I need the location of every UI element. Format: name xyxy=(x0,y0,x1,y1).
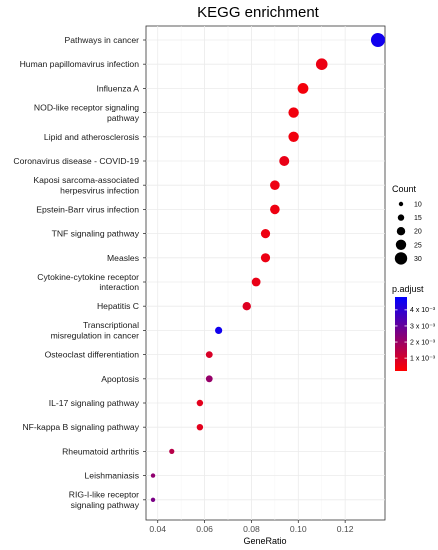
category-label: Lipid and atherosclerosis xyxy=(44,132,139,142)
x-axis: 0.04 0.06 0.08 0.10 0.12 xyxy=(149,520,354,534)
data-point xyxy=(196,424,204,431)
data-point xyxy=(297,83,309,94)
category-label: Influenza A xyxy=(96,83,139,93)
category-label: NF-kappa B signaling pathway xyxy=(22,422,139,432)
count-legend-dot xyxy=(395,239,407,250)
x-tick-label: 0.06 xyxy=(196,524,213,534)
category-label: TNF signaling pathway xyxy=(52,229,140,239)
category-label: Osteoclast differentiation xyxy=(45,350,140,360)
category-label: Leishmaniasis xyxy=(85,471,139,481)
plot-panel xyxy=(145,25,386,521)
count-legend-label: 30 xyxy=(414,256,422,263)
padjust-legend-label: 1 x 10⁻³ xyxy=(410,355,436,362)
data-point xyxy=(370,33,385,47)
category-label: NOD-like receptor signaling pathway xyxy=(34,102,140,122)
data-point xyxy=(205,375,213,383)
category-label: Coronavirus disease - COVID-19 xyxy=(13,156,139,166)
category-label: Apoptosis xyxy=(101,374,139,384)
category-label: Measles xyxy=(107,253,139,263)
padjust-legend-label: 3 x 10⁻³ xyxy=(410,323,436,330)
count-legend-title: Count xyxy=(392,184,417,194)
count-legend-label: 10 xyxy=(414,202,422,209)
data-point xyxy=(279,156,290,166)
data-point xyxy=(260,229,271,239)
data-point xyxy=(270,204,280,215)
category-label: Human papillomavirus infection xyxy=(20,59,140,69)
x-axis-title: GeneRatio xyxy=(243,536,286,546)
data-point xyxy=(288,107,299,118)
data-point xyxy=(150,497,156,502)
padjust-colorbar xyxy=(395,297,407,371)
category-label: Transcriptional misregulation in cancer xyxy=(51,320,140,340)
data-point xyxy=(270,180,280,190)
count-legend-dot xyxy=(394,252,408,265)
x-tick-label: 0.10 xyxy=(290,524,307,534)
x-tick-label: 0.08 xyxy=(243,524,260,534)
data-point xyxy=(260,253,271,263)
category-label: IL-17 signaling pathway xyxy=(49,398,140,408)
category-label: Cytokine-cytokine receptor interaction xyxy=(37,272,139,292)
data-point xyxy=(215,326,223,334)
count-legend-dot xyxy=(397,214,405,221)
padjust-legend-title: p.adjust xyxy=(392,284,424,294)
count-legend: Count 10 15 20 25 30 xyxy=(392,184,422,265)
x-tick-label: 0.04 xyxy=(149,524,166,534)
category-label: Rheumatoid arthritis xyxy=(62,446,139,456)
data-points xyxy=(150,33,385,502)
count-legend-label: 20 xyxy=(414,229,422,236)
padjust-legend-label: 2 x 10⁻³ xyxy=(410,339,436,346)
category-label: Hepatitis C xyxy=(97,301,139,311)
category-label: Pathways in cancer xyxy=(64,35,139,45)
category-labels: Pathways in cancer Human papillomavirus i… xyxy=(13,35,146,510)
data-point xyxy=(150,473,156,478)
data-point xyxy=(205,351,213,358)
data-point xyxy=(169,448,175,454)
count-legend-dot xyxy=(396,227,406,236)
data-point xyxy=(288,131,299,142)
category-label: RIG-I-like receptor signaling pathway xyxy=(69,490,140,510)
category-label: Epstein-Barr virus infection xyxy=(36,204,139,214)
padjust-legend-label: 4 x 10⁻³ xyxy=(410,307,436,314)
data-point xyxy=(196,399,204,407)
x-tick-label: 0.12 xyxy=(337,524,354,534)
chart-title: KEGG enrichment xyxy=(197,4,320,21)
category-label: Kaposi sarcoma-associated herpesvirus inf… xyxy=(33,175,139,195)
count-legend-label: 15 xyxy=(414,215,422,222)
data-point xyxy=(251,277,261,287)
data-point xyxy=(315,58,328,70)
count-legend-dot xyxy=(398,201,404,207)
data-point xyxy=(242,302,251,311)
count-legend-label: 25 xyxy=(414,242,422,249)
padjust-legend: p.adjust 4 x 10⁻³ 3 x 10⁻³ 2 x 10⁻³ 1 x 10⁻… xyxy=(392,284,436,371)
